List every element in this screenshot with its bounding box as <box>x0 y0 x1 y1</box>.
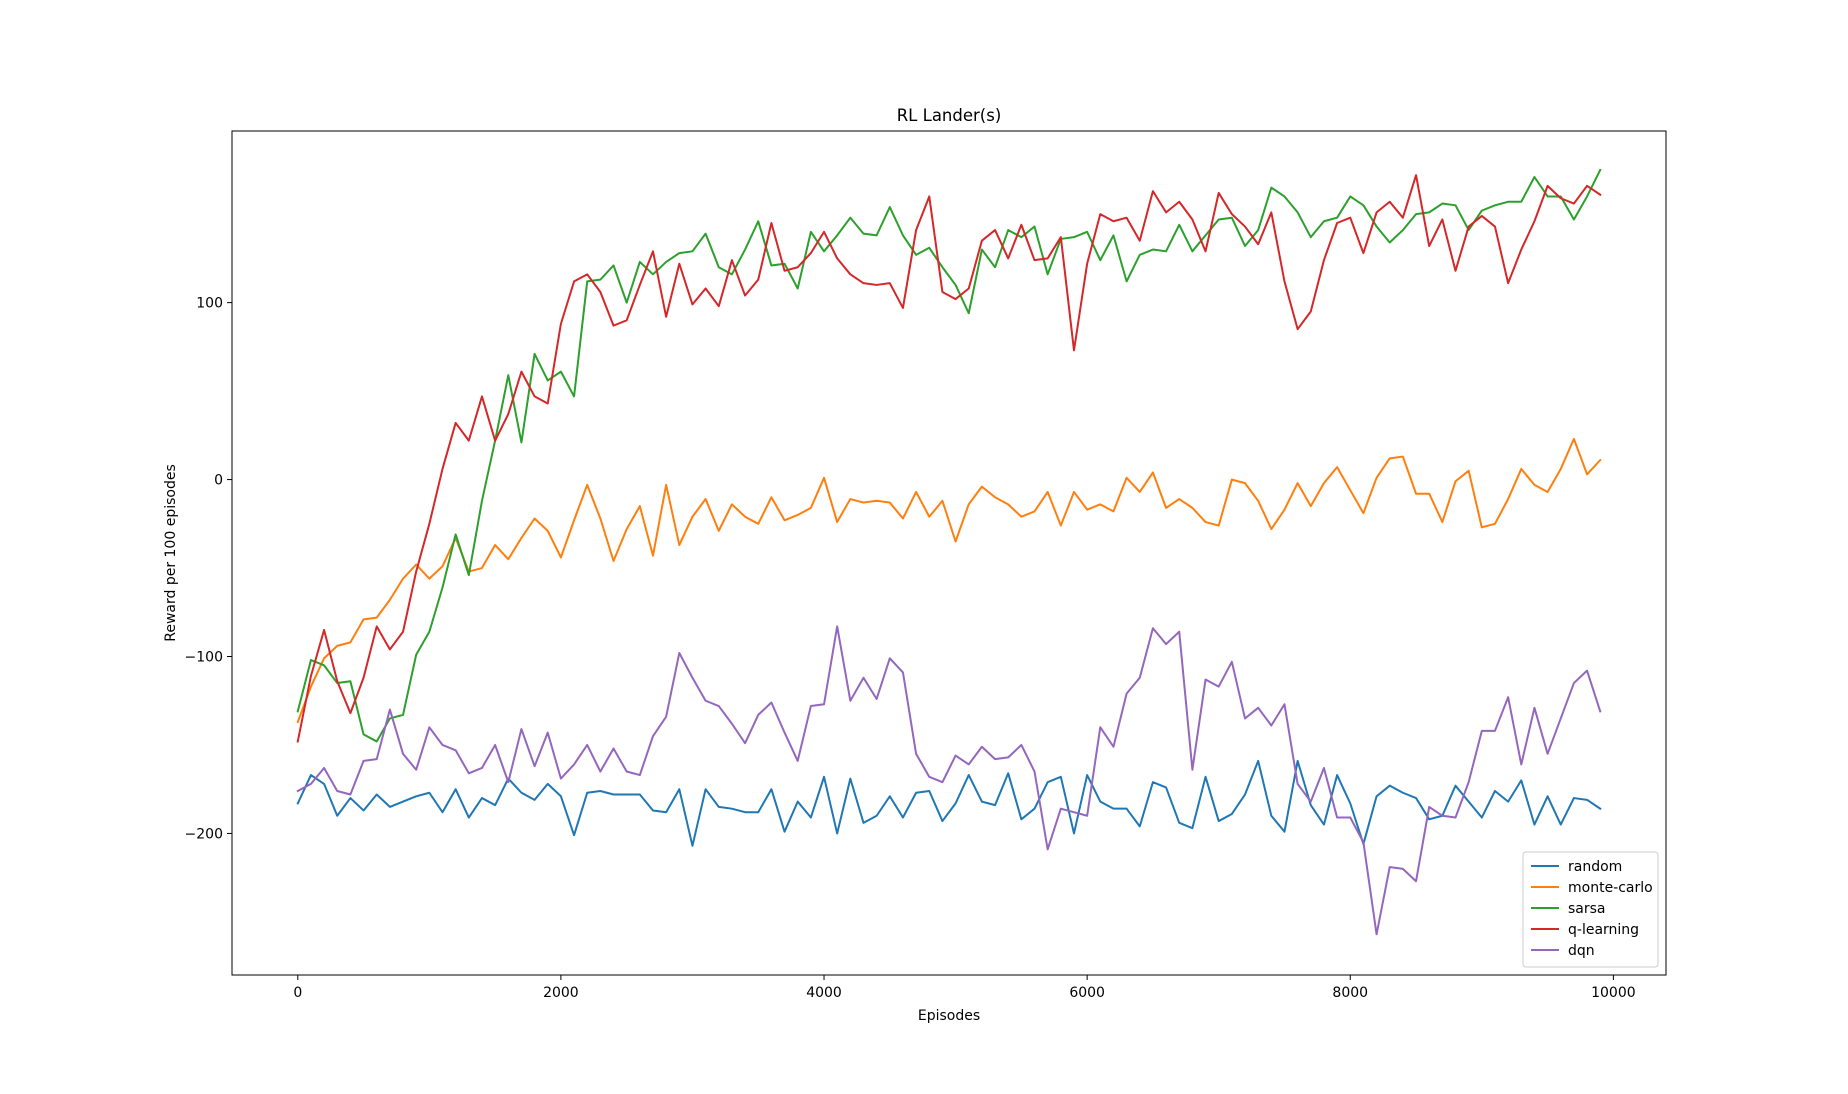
x-tick-label: 8000 <box>1332 985 1368 1001</box>
chart-title: RL Lander(s) <box>897 106 1002 125</box>
x-axis-ticks: 0 2000 4000 6000 8000 10000 <box>293 975 1636 1001</box>
y-axis-ticks: −200 −100 0 100 <box>185 296 232 842</box>
legend-box <box>1522 851 1659 968</box>
series-line-monte-carlo <box>296 437 1602 724</box>
y-tick-label: 0 <box>214 473 223 489</box>
legend-label-monte-carlo: monte-carlo <box>1568 880 1653 896</box>
legend-label-q-learning: q-learning <box>1568 922 1639 938</box>
x-tick-label: 10000 <box>1591 985 1636 1001</box>
x-tick-label: 4000 <box>806 985 842 1001</box>
x-axis-label: Episodes <box>918 1008 980 1024</box>
legend-label-dqn: dqn <box>1568 943 1595 959</box>
y-tick-label: −100 <box>185 650 223 666</box>
series-line-sarsa <box>296 168 1602 743</box>
y-tick-label: −200 <box>185 826 223 842</box>
y-tick-label: 100 <box>196 296 223 312</box>
series-line-q-learning <box>296 174 1602 743</box>
series-line-dqn <box>296 625 1602 936</box>
x-tick-label: 0 <box>293 985 302 1001</box>
x-tick-label: 2000 <box>543 985 579 1001</box>
legend: random monte-carlo sarsa q-learning dqn <box>1522 851 1659 968</box>
y-axis-label: Reward per 100 episodes <box>163 464 179 642</box>
legend-label-sarsa: sarsa <box>1568 901 1606 917</box>
x-tick-label: 6000 <box>1069 985 1105 1001</box>
axes-frame <box>231 130 1667 976</box>
series-layer <box>296 168 1602 936</box>
series-line-random <box>296 759 1602 847</box>
legend-label-random: random <box>1568 859 1622 875</box>
